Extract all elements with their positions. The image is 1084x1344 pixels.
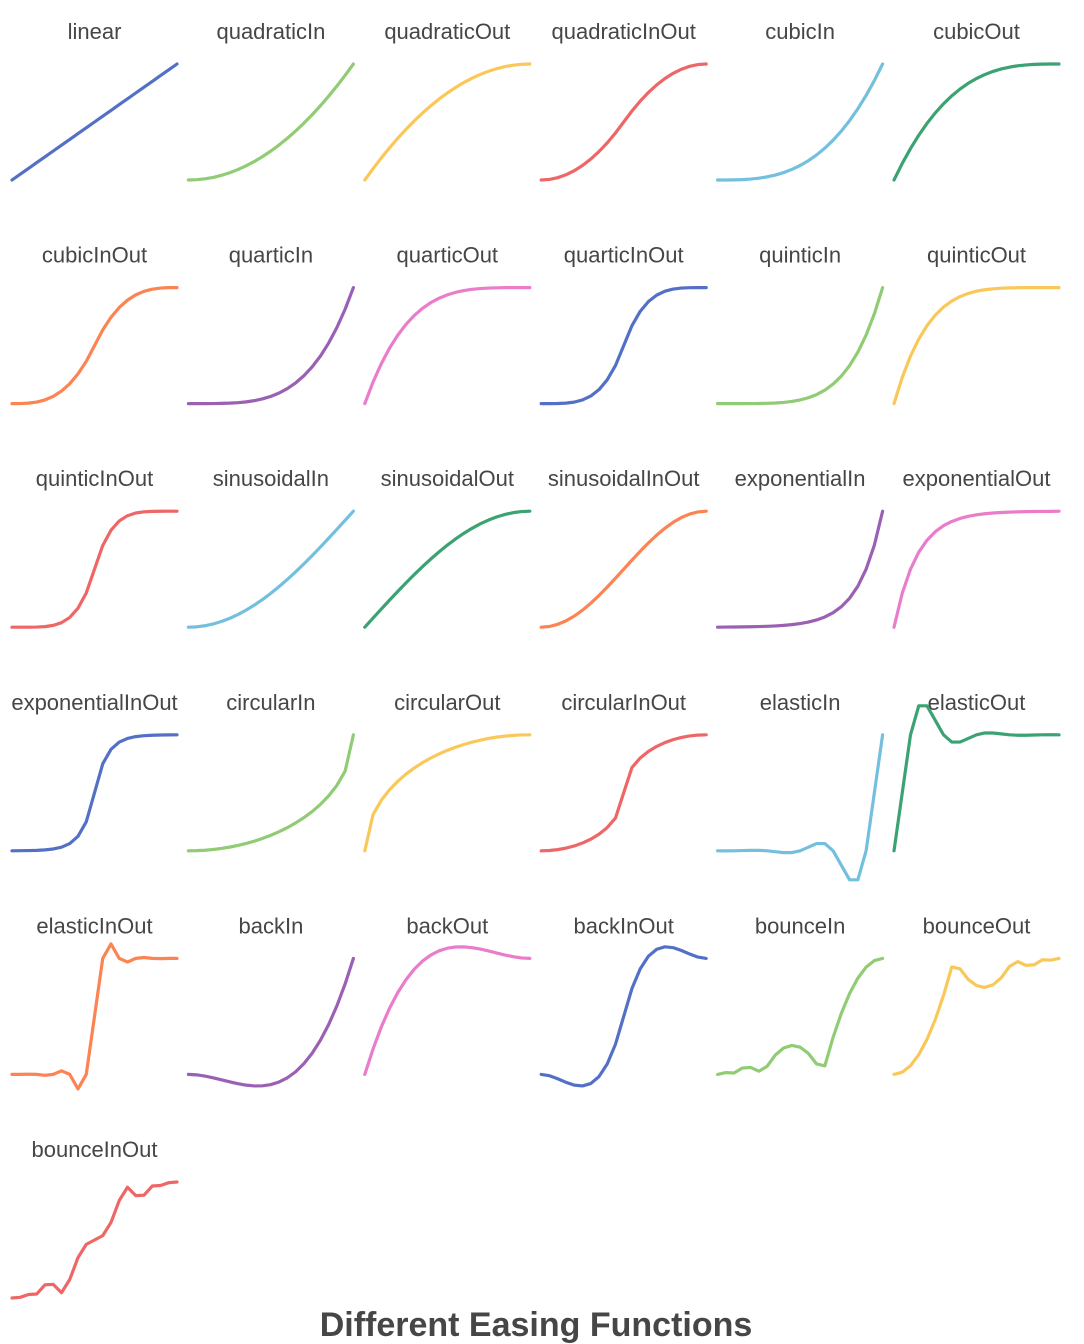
panel-label: circularOut [394, 690, 500, 715]
panel-label: exponentialOut [903, 466, 1051, 491]
easing-panel-backInOut: backInOut [539, 913, 708, 1088]
easing-panel-quadraticIn: quadraticIn [186, 19, 355, 182]
easing-line-sinusoidalIn [186, 509, 355, 629]
easing-line-backOut [363, 945, 532, 1076]
panel-label: cubicOut [933, 19, 1020, 44]
easing-line-backIn [186, 956, 355, 1088]
easing-line-exponentialOut [892, 509, 1061, 629]
panel-label: cubicIn [765, 19, 835, 44]
panel-label: quinticIn [759, 243, 841, 268]
easing-panel-quinticOut: quinticOut [892, 243, 1061, 406]
easing-panel-circularIn: circularIn [186, 690, 355, 853]
easing-panel-sinusoidalInOut: sinusoidalInOut [539, 466, 708, 629]
chart-title: Different Easing Functions [320, 1306, 753, 1344]
easing-line-cubicIn [716, 62, 885, 182]
easing-line-elasticInOut [10, 942, 179, 1091]
panel-label: quarticInOut [564, 243, 684, 268]
easing-line-quinticOut [892, 286, 1061, 406]
easing-panel-exponentialIn: exponentialIn [716, 466, 885, 629]
easing-panel-linear: linear [10, 19, 179, 182]
easing-line-cubicOut [892, 62, 1061, 182]
panel-label: backInOut [574, 913, 674, 938]
panel-label: quadraticInOut [552, 19, 696, 44]
easing-line-quadraticInOut [539, 62, 708, 182]
panel-label: quadraticOut [384, 19, 510, 44]
easing-panel-exponentialOut: exponentialOut [892, 466, 1061, 629]
easing-line-cubicInOut [10, 286, 179, 406]
easing-line-quadraticIn [186, 62, 355, 182]
panel-label: backOut [406, 913, 488, 938]
easing-line-bounceInOut [10, 1180, 179, 1300]
easing-panel-elasticInOut: elasticInOut [10, 913, 179, 1091]
easing-line-circularOut [363, 733, 532, 853]
panel-label: exponentialIn [735, 466, 866, 491]
easing-panel-sinusoidalOut: sinusoidalOut [363, 466, 532, 629]
easing-line-circularIn [186, 733, 355, 853]
easing-line-exponentialIn [716, 509, 885, 629]
easing-line-circularInOut [539, 733, 708, 853]
easing-line-elasticOut [892, 704, 1061, 853]
panel-label: circularInOut [561, 690, 686, 715]
panel-label: elasticIn [760, 690, 841, 715]
easing-panel-quarticInOut: quarticInOut [539, 243, 708, 406]
panel-label: bounceInOut [32, 1137, 158, 1162]
easing-panel-quarticIn: quarticIn [186, 243, 355, 406]
easing-panel-quarticOut: quarticOut [363, 243, 532, 406]
easing-line-quarticInOut [539, 286, 708, 406]
easing-line-elasticIn [716, 733, 885, 882]
easing-line-bounceOut [892, 956, 1061, 1076]
easing-line-quinticInOut [10, 509, 179, 629]
easing-line-sinusoidalInOut [539, 509, 708, 629]
easing-panel-exponentialInOut: exponentialInOut [10, 690, 179, 853]
easing-panel-quadraticOut: quadraticOut [363, 19, 532, 182]
easing-panel-circularOut: circularOut [363, 690, 532, 853]
panel-label: linear [68, 19, 122, 44]
easing-line-quadraticOut [363, 62, 532, 182]
panel-label: sinusoidalInOut [548, 466, 700, 491]
panel-label: quinticOut [927, 243, 1026, 268]
easing-panel-backIn: backIn [186, 913, 355, 1088]
easing-line-sinusoidalOut [363, 509, 532, 629]
panel-label: circularIn [226, 690, 315, 715]
easing-panel-bounceInOut: bounceInOut [10, 1137, 179, 1300]
panel-label: quarticIn [229, 243, 313, 268]
easing-panel-backOut: backOut [363, 913, 532, 1076]
panel-label: backIn [238, 913, 303, 938]
panel-label: bounceIn [755, 913, 846, 938]
easing-panel-cubicIn: cubicIn [716, 19, 885, 182]
easing-panel-cubicInOut: cubicInOut [10, 243, 179, 406]
panel-label: elasticInOut [36, 913, 152, 938]
panel-label: exponentialInOut [11, 690, 177, 715]
easing-panel-quinticInOut: quinticInOut [10, 466, 179, 629]
easing-line-bounceIn [716, 956, 885, 1076]
easing-panel-cubicOut: cubicOut [892, 19, 1061, 182]
easing-line-quarticOut [363, 286, 532, 406]
panel-label: elasticOut [928, 690, 1026, 715]
panel-label: quinticInOut [36, 466, 153, 491]
easing-panel-elasticIn: elasticIn [716, 690, 885, 882]
easing-panel-bounceOut: bounceOut [892, 913, 1061, 1076]
panel-label: sinusoidalIn [213, 466, 329, 491]
easing-line-backInOut [539, 945, 708, 1088]
panel-label: bounceOut [923, 913, 1031, 938]
easing-line-linear [10, 62, 179, 182]
easing-line-exponentialInOut [10, 733, 179, 853]
easing-line-quinticIn [716, 286, 885, 406]
easing-line-quarticIn [186, 286, 355, 406]
easing-panel-sinusoidalIn: sinusoidalIn [186, 466, 355, 629]
panel-label: quarticOut [397, 243, 499, 268]
easing-panel-bounceIn: bounceIn [716, 913, 885, 1076]
easing-panel-circularInOut: circularInOut [539, 690, 708, 853]
easing-panel-elasticOut: elasticOut [892, 690, 1061, 853]
easing-panel-quinticIn: quinticIn [716, 243, 885, 406]
panel-label: sinusoidalOut [381, 466, 514, 491]
panels-layer: linear quadraticIn quadraticOut quadraticIn… [10, 19, 1061, 1300]
easing-panel-quadraticInOut: quadraticInOut [539, 19, 708, 182]
panel-label: quadraticIn [216, 19, 325, 44]
panel-label: cubicInOut [42, 243, 147, 268]
